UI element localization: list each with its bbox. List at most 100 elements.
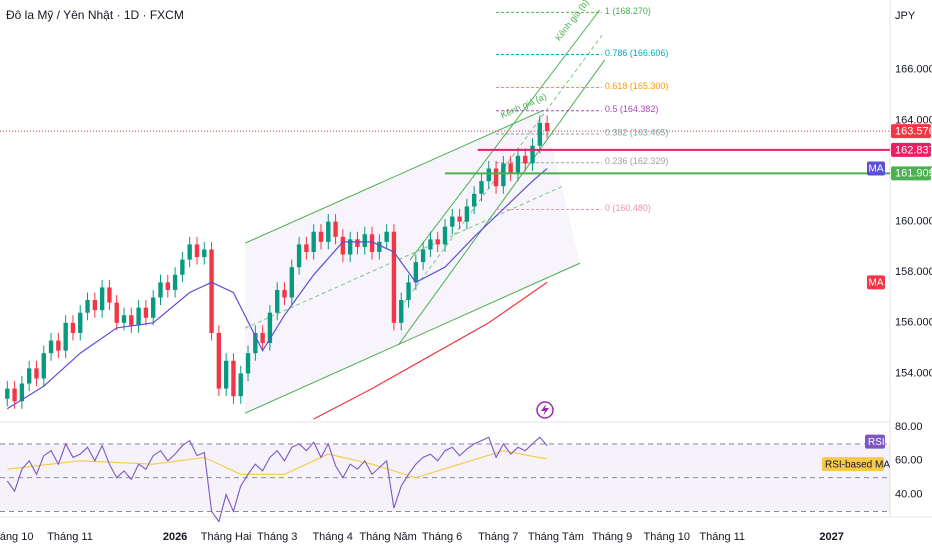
candle-body xyxy=(26,368,32,384)
candle-body xyxy=(420,249,426,263)
channel-line xyxy=(409,9,601,261)
candle-body xyxy=(107,287,112,303)
y-tick-label: 158.000 xyxy=(895,266,932,278)
channel-midline xyxy=(244,186,562,329)
channel-line xyxy=(244,109,544,244)
candle-body xyxy=(399,300,404,323)
x-tick-label: 2026 xyxy=(163,531,187,543)
candle-body xyxy=(347,239,353,255)
rsi-line xyxy=(6,436,548,523)
y-tick-label: 154.000 xyxy=(895,367,932,379)
candle-body xyxy=(282,289,287,298)
y-tick-label: 160.000 xyxy=(895,216,932,228)
fib-label: 0.618 (165.300) xyxy=(605,81,669,91)
candle-body xyxy=(544,122,550,132)
chart-title: Đô la Mỹ / Yên Nhật · 1D · FXCM xyxy=(6,8,184,22)
candle-body xyxy=(85,300,90,313)
candle-body xyxy=(143,307,149,318)
y-tick-label: 166.000 xyxy=(895,64,932,76)
candle-body xyxy=(223,360,229,389)
candle-body xyxy=(99,287,105,311)
candle-body xyxy=(457,216,462,222)
y-tick-label: 156.000 xyxy=(895,317,932,329)
candle-body xyxy=(275,289,280,313)
candle-body xyxy=(114,302,119,323)
x-tick-label: Tháng 11 xyxy=(699,531,745,543)
candle-body xyxy=(442,226,448,245)
candle-body xyxy=(194,244,200,258)
candle-body xyxy=(129,315,134,326)
candle-body xyxy=(260,332,265,344)
x-tick-label: Tháng 11 xyxy=(47,531,93,543)
x-tick-label: Tháng 4 xyxy=(312,531,352,543)
candle-body xyxy=(479,181,484,194)
candle-body xyxy=(435,239,440,245)
candle-body xyxy=(19,383,25,402)
candle-body xyxy=(413,262,419,283)
candle-body xyxy=(377,241,382,252)
fib-label: 0.236 (162.329) xyxy=(605,156,669,166)
candle-body xyxy=(326,221,331,242)
rsi-tick-label: 40.00 xyxy=(895,488,923,500)
candle-body xyxy=(537,122,543,146)
candle-body xyxy=(5,388,10,399)
candle-body xyxy=(362,234,367,247)
rsi-tick-label: 60.00 xyxy=(895,455,923,467)
candle-body xyxy=(172,274,178,290)
alert-icon[interactable] xyxy=(536,401,554,419)
hline-price-box xyxy=(891,142,931,157)
candle-body xyxy=(333,221,338,237)
candle-body xyxy=(209,249,214,333)
x-tick-label: Tháng 9 xyxy=(592,531,632,543)
x-tick-label: Tháng 10 xyxy=(0,531,33,543)
candle-body xyxy=(253,332,258,354)
rsi-tick-label: 80.00 xyxy=(895,421,923,433)
candle-body xyxy=(311,231,316,252)
candle-body xyxy=(158,282,163,298)
hline-price-box xyxy=(891,166,931,181)
candle-body xyxy=(70,322,76,333)
candle-body xyxy=(501,163,506,187)
candle-body xyxy=(245,353,251,374)
series-axis-box xyxy=(865,434,885,449)
candle-body xyxy=(12,388,17,402)
candle-body xyxy=(151,297,156,318)
candle-body xyxy=(428,239,433,250)
candle-body xyxy=(340,236,346,255)
x-tick-label: Tháng 10 xyxy=(644,531,690,543)
x-tick-label: Tháng Năm xyxy=(359,531,416,543)
candle-body xyxy=(78,312,83,333)
last-price-box xyxy=(891,124,931,139)
channel-line xyxy=(244,262,581,414)
ma-axis-box xyxy=(867,275,885,290)
candle-body xyxy=(464,206,470,222)
candle-body xyxy=(41,353,46,379)
candle-body xyxy=(318,231,324,242)
ma-line xyxy=(313,281,548,420)
y-tick-label: 164.000 xyxy=(895,114,932,126)
candle-body xyxy=(56,340,61,351)
last-price-label: 163.576 xyxy=(895,126,932,138)
fib-label: 0.382 (163.465) xyxy=(605,127,669,137)
candle-body xyxy=(530,145,535,164)
candle-body xyxy=(136,307,141,326)
candle-body xyxy=(493,168,499,187)
x-tick-label: Tháng Hai xyxy=(201,531,252,543)
fib-label: 1 (168.270) xyxy=(605,6,651,16)
ma-line xyxy=(6,168,548,410)
ma-axis-box xyxy=(867,161,885,176)
candle-body xyxy=(369,234,375,252)
series-axis-label: RSI xyxy=(868,437,885,448)
candle-body xyxy=(450,216,455,227)
candle-body xyxy=(355,239,360,247)
series-axis-label: RSI-based MA xyxy=(825,459,890,470)
ma-axis-label: MA xyxy=(869,164,884,175)
candle-body xyxy=(92,300,98,311)
candle-body xyxy=(34,368,39,379)
currency: JPY xyxy=(895,10,916,22)
hline-price-label: 161.909 xyxy=(895,168,932,180)
x-tick-label: Tháng 7 xyxy=(478,531,518,543)
series-axis-box xyxy=(822,457,884,472)
candle-body xyxy=(523,155,528,164)
candle-body xyxy=(471,193,477,207)
